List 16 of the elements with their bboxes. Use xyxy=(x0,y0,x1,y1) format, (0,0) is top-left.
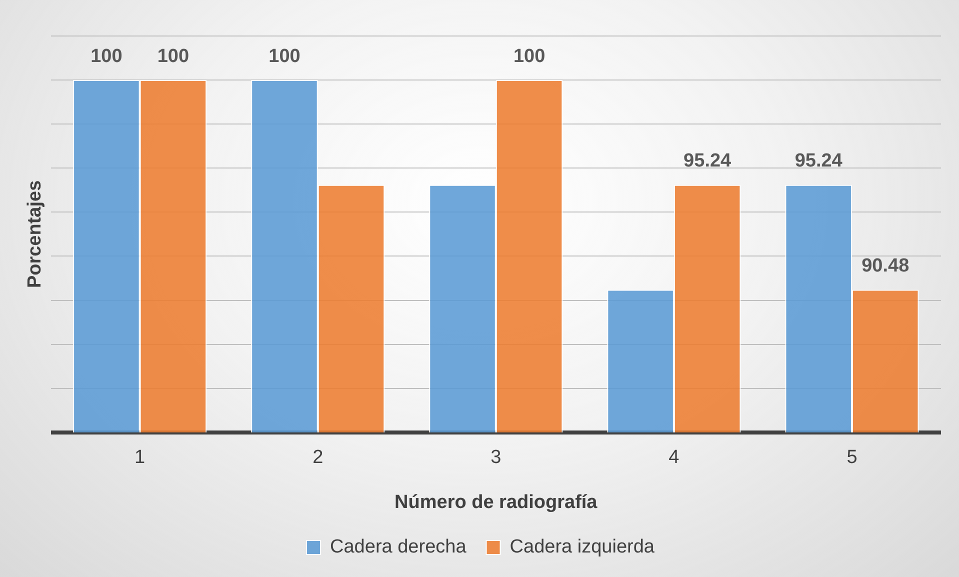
x-tick-label: 3 xyxy=(490,447,502,468)
data-label: 100 xyxy=(90,46,122,67)
legend-label: Cadera derecha xyxy=(330,536,467,558)
data-label: 100 xyxy=(513,46,546,67)
x-tick-label: 2 xyxy=(312,447,324,468)
data-label: 100 xyxy=(157,46,190,67)
data-label: 100 xyxy=(268,46,300,67)
x-tick-label: 4 xyxy=(668,447,680,468)
data-label: 90.48 xyxy=(862,255,910,276)
x-tick-label: 1 xyxy=(134,447,146,468)
y-axis-title: Porcentajes xyxy=(24,180,46,288)
x-axis-title: Número de radiografía xyxy=(394,492,598,513)
legend-label: Cadera izquierda xyxy=(510,536,655,558)
data-label: 95.24 xyxy=(684,150,732,172)
x-tick-label: 5 xyxy=(846,447,858,468)
data-label: 95.24 xyxy=(794,150,843,172)
